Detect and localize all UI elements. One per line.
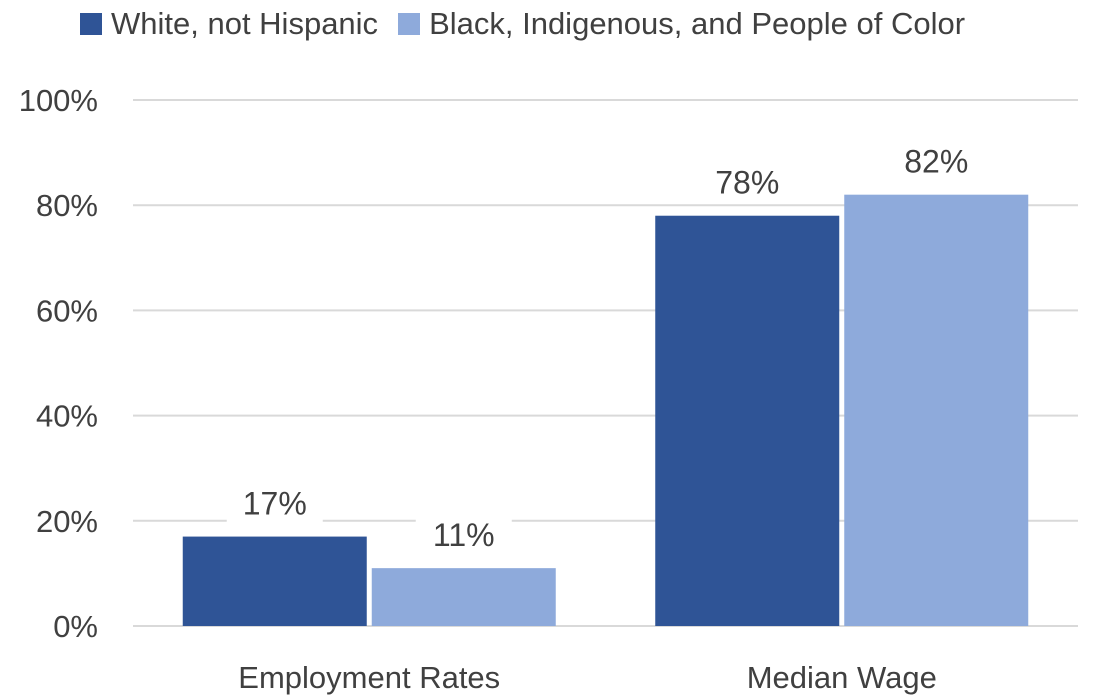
y-tick-label: 0%: [53, 609, 98, 644]
y-tick-label: 60%: [36, 293, 98, 328]
bar-bipoc: [844, 195, 1028, 626]
bar-bipoc: [372, 568, 556, 626]
y-tick-label: 100%: [19, 83, 98, 118]
y-tick-label: 40%: [36, 399, 98, 434]
data-label: 78%: [715, 165, 779, 201]
y-tick-label: 80%: [36, 188, 98, 223]
y-tick-label: 20%: [36, 504, 98, 539]
x-category-label: Employment Rates: [238, 660, 500, 695]
data-label: 82%: [904, 144, 968, 180]
bar-white-not-hispanic: [655, 216, 839, 626]
x-category-label: Median Wage: [747, 660, 937, 695]
data-label: 11%: [433, 517, 495, 553]
bar-white-not-hispanic: [183, 537, 367, 626]
data-label: 17%: [243, 486, 307, 522]
